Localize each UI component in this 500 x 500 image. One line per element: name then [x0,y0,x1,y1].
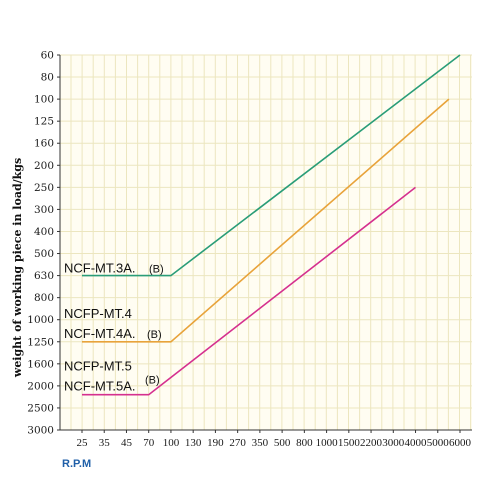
x-axis-label: R.P.M [62,458,91,470]
y-tick-label: 1250 [27,336,54,348]
series-label: NCFP-MT.4 [64,306,132,321]
x-tick-label: 1000 [316,437,339,449]
x-tick-label: 350 [252,437,269,449]
x-tick-label: 4000 [405,437,428,449]
series-line [82,54,461,277]
x-tick-label: 5000 [427,437,450,449]
x-tick-label: 130 [185,437,202,449]
x-tick-label: 800 [296,437,313,449]
series-line [82,98,450,343]
x-tick-label: 45 [121,437,133,449]
series-label: NCFP-MT.5 [64,359,132,374]
x-tick-label: 35 [99,437,111,449]
x-tick-label: 270 [229,437,246,449]
y-axis-label: weight of working piece in load/kgs [11,158,24,378]
x-tick-label: 3000 [382,437,405,449]
y-tick-label: 500 [34,248,54,260]
series-line [82,186,416,396]
x-tick-label: 100 [163,437,180,449]
y-tick-label: 1600 [27,358,54,370]
x-tick-label: 70 [143,437,155,449]
x-tick-label: 1500 [338,437,361,449]
series-label: NCF-MT.4A. [64,326,136,341]
y-tick-label: 250 [34,182,54,194]
y-tick-label: 2000 [27,380,54,392]
y-tick-label: 3000 [27,425,54,437]
y-tick-label: 800 [34,292,54,304]
series-label: (B) [147,329,162,341]
x-tick-label: 6000 [449,437,472,449]
y-tick-label: 200 [34,160,54,172]
y-tick-label: 125 [34,116,54,128]
y-tick-label: 60 [41,50,54,62]
x-tick-label: 25 [77,437,89,449]
series-label: (B) [145,375,160,387]
series-label: NCF-MT.3A. [64,261,136,276]
y-tick-label: 400 [34,226,54,238]
series-label: (B) [149,264,164,276]
x-tick-label: 2200 [360,437,383,449]
y-tick-label: 100 [34,94,54,106]
series-label: NCF-MT.5A. [64,379,136,394]
y-tick-label: 80 [41,72,54,84]
y-tick-label: 300 [34,204,54,216]
y-tick-label: 2500 [27,402,54,414]
x-tick-label: 500 [274,437,291,449]
y-tick-label: 630 [34,270,54,282]
y-tick-label: 160 [34,138,54,150]
plot-area [60,55,472,430]
y-tick-label: 1000 [27,314,54,326]
x-tick-label: 190 [207,437,224,449]
